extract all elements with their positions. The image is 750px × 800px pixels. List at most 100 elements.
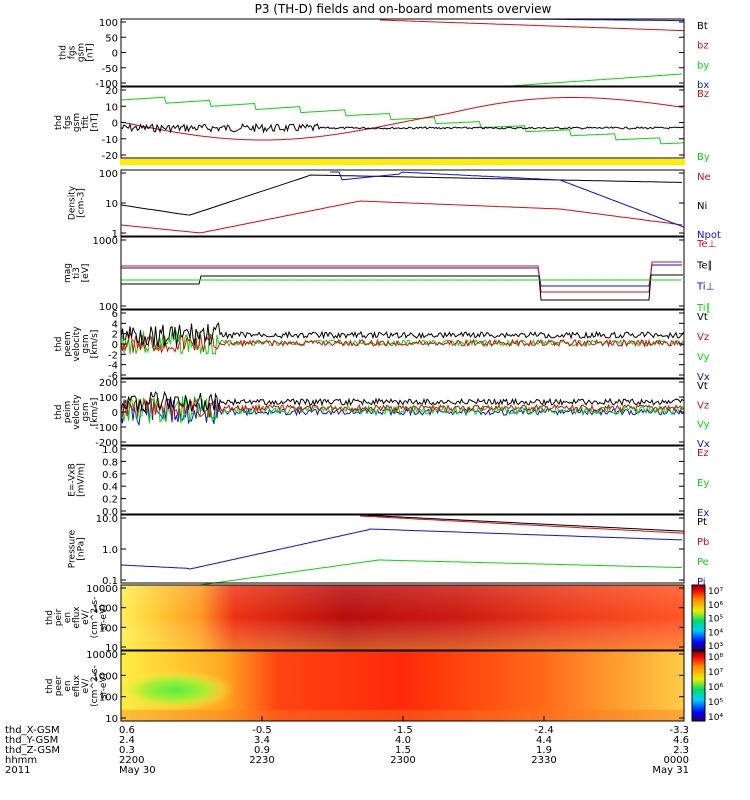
panel-frame-thd_peem_velocity [120,309,685,379]
xaxis-tick-x: 0.6 [119,725,135,736]
x-axis: thd_X-GSMthd_Y-GSMthd_Z-GSMhhmm20110.62.… [5,716,689,776]
ytick-label: -4 [108,361,118,372]
xaxis-tick-z: 1.5 [395,745,411,756]
xaxis-tick-hhmm: 2300 [390,755,415,766]
xaxis-tick-hhmm: 2200 [119,755,144,766]
ytick-label: -100 [95,423,118,434]
xaxis-tick-date: May 30 [119,765,156,776]
ytick-label: 100 [99,18,118,29]
ylabel-thd_peer_en_eflux: thd peer en eflux eV/(cm^2-s-sr-eV) [45,665,109,707]
ylabel-line: gsm [77,43,87,62]
ytick-label: -6 [108,371,118,382]
colorbar-tick: 10⁶ [708,601,723,611]
ylabel-thd_fgs_gsm: thd fgs gsm [nT] [59,43,96,62]
ytick-label: 100 [99,393,118,404]
ylabel-line: thd [45,610,55,625]
ylabel-line: [nT] [86,43,96,61]
colorbar-tick: 10⁵ [708,698,723,708]
panel-frame-thd_fgs_gsm [120,18,685,87]
Npot-curve [330,171,685,228]
electron-colorbar [691,650,706,722]
Te-perp-curve [121,261,682,293]
colorbar-tick: 10⁷ [708,587,723,597]
ylabel-line: [nT] [90,113,100,131]
xaxis-tick-y: 4.4 [536,735,552,746]
ylabel-thd_pressure: Pressure [nPa] [68,529,87,568]
Vt-i-curve [120,390,684,414]
legend-Bt: Bt [697,21,708,32]
legend-Ne: Ne [697,172,711,183]
legend-By: By [697,152,710,163]
ytick-label: 2 [112,330,118,341]
ylabel-line: fgs [68,45,78,59]
ytick-label: 0.4 [102,482,118,493]
legend-Ex: Ex [697,508,709,519]
ytick-label: 10000 [86,650,118,661]
panel-frame-thd_peir_en_eflux [120,584,685,651]
legend-Ti∥: Ti∥ [696,303,711,314]
ytick-label: -10 [102,135,118,146]
Bt-curve [120,122,684,134]
ytick-label: 10 [105,199,118,210]
Pb-curve [359,515,685,534]
legend-Bz: Bz [697,89,709,100]
legend-Npot: Npot [697,230,721,241]
ytick-label: 10 [105,102,118,113]
ylabel-line: tfit [81,116,91,129]
legend-bz: bz [697,41,709,52]
xaxis-tick-x: -3.3 [669,725,689,736]
ylabel-line: eflux [72,606,82,629]
ytick-label: 100 [99,169,118,180]
Ni-curve [120,174,682,216]
ylabel-line: mag [63,263,73,283]
ylabel-line: thd [45,679,55,694]
ylabel-line: [mV/m] [77,463,87,497]
ylabel-thd_peem_velocity: thd peem velocity gsm [km/s] [54,326,100,362]
legend-Te∥: Te∥ [696,260,713,271]
xaxis-row-label: thd_Z-GSM [5,745,60,756]
bz-curve [379,19,685,32]
ylabel-line: thd [54,337,64,352]
ytick-label: 0.8 [102,457,118,468]
ytick-label: 4 [112,319,118,330]
colorbar-tick: 10⁴ [708,713,723,723]
ylabel-line: velocity [72,326,82,362]
colorbar-tick: 10⁸ [708,653,723,663]
ylabel-line: ti3 [72,267,82,279]
ylabel-line: gsm [81,402,91,421]
ylabel-thd_e_vxb: E=-VxB [mV/m] [68,463,87,497]
legend-by: by [697,60,709,71]
ytick-label: 1 [112,229,118,240]
Ti-perp-curve [121,264,682,287]
legend-Pe: Pe [697,557,709,568]
ytick-label: 10 [105,714,118,725]
legend-Ni: Ni [697,201,707,212]
xaxis-tick-z: 0.3 [119,745,135,756]
colorbar-tick: 10⁴ [708,628,723,638]
ylabel-line: [cm-3] [77,188,87,218]
ylabel-thd_peim_velocity: thd peim velocity gsm [km/s] [54,394,100,430]
ylabel-line: [km/s] [90,330,100,359]
Vt-e-curve [120,322,684,347]
ytick-label: -2 [108,350,118,361]
Pe-curve [121,559,682,586]
Vy-i-curve [120,396,684,424]
panel-frame-thd_temperature [120,236,685,310]
legend-Vz: Vz [697,332,709,343]
xaxis-row-label: thd_Y-GSM [5,735,58,746]
legend-Ti⊥: Ti⊥ [696,282,714,293]
legend-Te⊥: Te⊥ [696,239,716,250]
ylabel-line: eflux [72,674,82,697]
Bz-curve [120,97,684,141]
frames-layer [120,18,685,722]
ytick-label: -50 [102,64,118,75]
ylabel-line: eV/ [81,678,91,694]
ytick-label: 1000 [93,604,118,615]
Ne-curve [120,200,683,234]
ylabel-line: (cm^2-s- [90,665,100,707]
ylabel-thd_peir_en_eflux: thd peir en eflux eV/(cm^2-s-sr-eV) [45,597,109,639]
ylabel-line: (cm^2-s- [90,597,100,639]
xaxis-tick-hhmm: 2330 [531,755,556,766]
ylabel-line: peer [54,675,64,696]
xaxis-tick-x: -0.5 [252,725,272,736]
